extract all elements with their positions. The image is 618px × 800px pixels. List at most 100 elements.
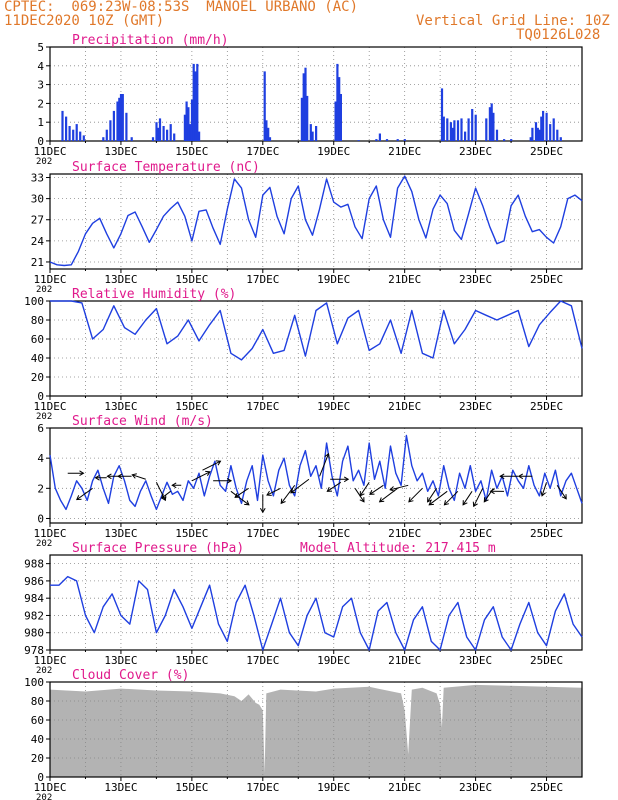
y-tick-label: 80 bbox=[31, 695, 44, 708]
precip-bar bbox=[130, 137, 133, 141]
x-tick-label: 23DEC bbox=[459, 145, 492, 158]
precip-bar bbox=[125, 112, 128, 141]
y-tick-label: 80 bbox=[31, 314, 44, 327]
year-label: 202 bbox=[36, 793, 52, 800]
x-tick-label: 15DEC bbox=[175, 654, 208, 667]
wind-arrow-shaft bbox=[327, 481, 342, 492]
wind-arrow-shaft bbox=[280, 485, 296, 504]
series-line bbox=[50, 300, 583, 361]
precip-bar bbox=[68, 126, 71, 141]
wind-arrow-shaft bbox=[428, 490, 448, 506]
x-tick-label: 19DEC bbox=[317, 273, 350, 286]
precip-bar bbox=[105, 129, 108, 141]
wind-arrow-shaft bbox=[132, 474, 146, 480]
wind-arrow-head bbox=[160, 493, 167, 499]
precip-bar bbox=[306, 95, 309, 141]
wind-arrow bbox=[171, 482, 182, 489]
wind-arrow bbox=[266, 487, 281, 496]
x-tick-label: 19DEC bbox=[317, 781, 350, 794]
wind-arrow bbox=[369, 484, 384, 495]
x-tick-label: 21DEC bbox=[388, 527, 421, 540]
precip-bar bbox=[536, 127, 539, 141]
wind-arrow-shaft bbox=[359, 482, 370, 497]
precip-bar bbox=[336, 63, 339, 141]
wind-arrow-head bbox=[499, 473, 505, 480]
y-tick-label: 4 bbox=[37, 452, 44, 465]
wind-arrow-shaft bbox=[76, 487, 93, 501]
x-tick-label: 25DEC bbox=[530, 527, 563, 540]
precip-bar bbox=[338, 77, 341, 141]
wind-arrow-head bbox=[483, 497, 489, 503]
wind-arrow-head bbox=[215, 460, 222, 466]
year-label: 202 bbox=[36, 539, 52, 549]
wind-arrow-shaft bbox=[473, 488, 484, 507]
wind-arrow bbox=[230, 490, 250, 506]
x-tick-label: 11DEC bbox=[33, 654, 66, 667]
wind-arrow bbox=[427, 488, 438, 503]
panel-3: 0 20 40 60 80 100 11DEC 13DEC 15DEC 17DEC 19DEC 21D… bbox=[24, 287, 583, 422]
x-tick-label: 23DEC bbox=[459, 527, 492, 540]
precip-bar bbox=[151, 137, 155, 141]
precip-bar bbox=[158, 118, 162, 141]
precip-bar bbox=[375, 139, 378, 141]
wind-arrow bbox=[94, 474, 107, 481]
wind-arrow-shaft bbox=[556, 485, 567, 500]
wind-arrow-shaft bbox=[379, 487, 398, 503]
y-tick-label: 982 bbox=[24, 609, 44, 622]
x-tick-label: 13DEC bbox=[104, 400, 137, 413]
precip-bar bbox=[196, 63, 199, 141]
y-tick-label: 0 bbox=[37, 771, 44, 784]
y-tick-label: 978 bbox=[24, 644, 44, 657]
precip-bar bbox=[529, 137, 532, 141]
wind-arrow-head bbox=[489, 488, 495, 495]
precip-bar bbox=[118, 97, 121, 141]
y-tick-label: 60 bbox=[31, 714, 44, 727]
y-tick-label: 2 bbox=[37, 97, 44, 110]
panel-frame bbox=[49, 554, 583, 651]
y-tick-label: 5 bbox=[37, 41, 44, 54]
wind-arrow bbox=[354, 488, 365, 503]
wind-arrow bbox=[234, 487, 249, 498]
precip-bar bbox=[378, 133, 381, 141]
wind-arrow-shaft bbox=[234, 487, 249, 498]
x-tick-label: 11DEC bbox=[33, 781, 66, 794]
precip-bar bbox=[189, 124, 192, 141]
precip-bar bbox=[442, 116, 445, 141]
wind-arrow-head bbox=[205, 470, 211, 476]
model-altitude: Model Altitude: 217.415 m bbox=[300, 541, 496, 556]
wind-arrow-shaft bbox=[541, 482, 548, 496]
precip-bar bbox=[169, 124, 172, 141]
wind-arrow-shaft bbox=[191, 471, 211, 482]
wind-arrow-head bbox=[472, 501, 478, 508]
y-tick-label: 988 bbox=[24, 558, 44, 571]
x-tick-label: 19DEC bbox=[317, 527, 350, 540]
wind-arrow-head bbox=[389, 486, 395, 492]
precip-bar bbox=[190, 99, 194, 141]
precip-bar bbox=[155, 122, 158, 141]
wind-arrow-shaft bbox=[290, 478, 310, 494]
x-tick-label: 15DEC bbox=[175, 273, 208, 286]
wind-arrow-shaft bbox=[161, 490, 171, 499]
x-tick-label: 13DEC bbox=[104, 527, 137, 540]
precip-bar bbox=[192, 63, 195, 141]
y-tick-label: 27 bbox=[31, 214, 44, 227]
wind-arrow-head bbox=[369, 489, 375, 495]
x-tick-label: 11DEC bbox=[33, 527, 66, 540]
x-tick-label: 15DEC bbox=[175, 145, 208, 158]
wind-arrow bbox=[290, 478, 310, 494]
wind-arrow-head bbox=[234, 492, 240, 498]
panel-5: 978 980 982 984 986 988 11DEC 13DEC 15DEC 17DEC 19… bbox=[24, 541, 583, 676]
precip-bar bbox=[451, 127, 454, 141]
precip-bar bbox=[72, 129, 75, 141]
wind-arrow bbox=[517, 473, 533, 480]
precip-bar bbox=[300, 97, 303, 141]
panel-title: Cloud Cover (%) bbox=[72, 668, 189, 683]
panel-2: 21 24 27 30 33 11DEC 13DEC 15DEC 17DEC 19DEC 21DEC… bbox=[31, 160, 583, 295]
x-tick-label: 19DEC bbox=[317, 400, 350, 413]
wind-arrow-head bbox=[106, 473, 112, 480]
precip-bar bbox=[492, 112, 495, 141]
precip-bar bbox=[311, 131, 314, 141]
y-tick-label: 40 bbox=[31, 733, 44, 746]
year-label: 202 bbox=[36, 412, 52, 422]
wind-arrow-head bbox=[326, 486, 333, 492]
